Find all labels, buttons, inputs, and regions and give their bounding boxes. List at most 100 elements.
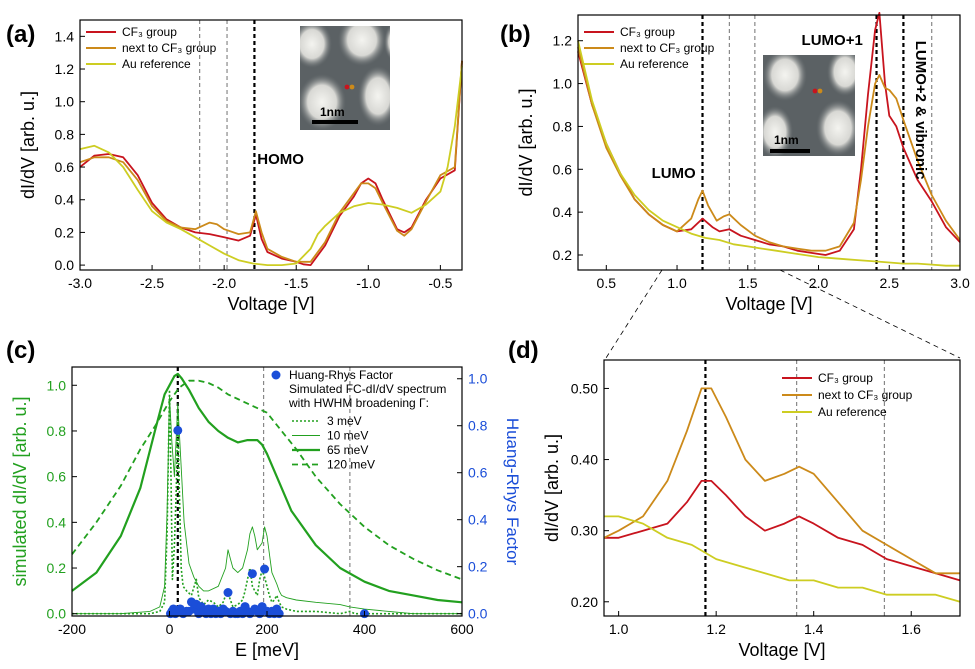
legend-title-line1: Simulated FC-dI/dV spectrum (289, 382, 446, 396)
y-tick-label: 0.8 (55, 126, 75, 142)
annotation-label: LUMO+2 & vibronic (912, 41, 929, 180)
scalebar-label-b: 1nm (774, 133, 799, 147)
x-tick-label: 600 (450, 621, 474, 637)
legend-label-next: next to CF₃ group (620, 41, 715, 55)
y-tick-label: 0.8 (553, 118, 573, 134)
y-tick-label: 0.2 (553, 247, 573, 263)
y-tick-label: 0.4 (553, 204, 573, 220)
legend-label-next: next to CF₃ group (122, 41, 217, 55)
annotation-label: LUMO (652, 165, 696, 182)
panel-label-b: (b) (500, 21, 531, 48)
legend-label-cf3: CF₃ group (818, 371, 873, 385)
y-tick-label: 1.0 (553, 76, 573, 92)
x-tick-label: 1.2 (706, 621, 726, 637)
legend-label-au: Au reference (122, 57, 191, 71)
y-tick-label: 0.8 (47, 423, 67, 439)
x-tick-label: 1.6 (901, 621, 921, 637)
y-tick-label: 0.2 (47, 560, 67, 576)
legend-label-au: Au reference (818, 405, 887, 419)
series-line-au (604, 515, 961, 603)
x-tick-label: 200 (255, 621, 279, 637)
chart-panel-d: 1.0 1.2 1.4 1.6 0.20 0.30 0.40 0.50 Voltage [V] d… (542, 359, 961, 660)
x-tick-label: 2.5 (880, 275, 900, 291)
series-line-cf3 (604, 479, 961, 582)
x-tick-label: 3.0 (950, 275, 970, 291)
y-right-tick-label: 0.8 (468, 418, 488, 434)
y-tick-label: 0.4 (47, 514, 67, 530)
y-tick-label: 1.0 (55, 94, 75, 110)
x-tick-label: 1.5 (738, 275, 758, 291)
x-tick-label: 2.0 (809, 275, 829, 291)
legend-title-line2: with HWHM broadening Γ: (288, 396, 429, 410)
series-line-au (577, 40, 960, 267)
y-right-tick-label: 0.4 (468, 512, 488, 528)
plot-frame (79, 19, 463, 271)
huang-rhys-point (173, 425, 183, 435)
y-tick-label: 0.20 (571, 594, 598, 610)
legend-label-gamma-1: 10 meV (327, 429, 368, 443)
series-line-next (577, 46, 961, 252)
x-axis-label: Voltage [V] (227, 294, 314, 314)
legend-label-huang-rhys: Huang-Rhys Factor (289, 368, 393, 382)
legend-label-cf3: CF₃ group (122, 25, 177, 39)
huang-rhys-point (247, 569, 257, 579)
y-tick-label: 0.6 (47, 469, 67, 485)
y-tick-label: 0.0 (47, 606, 67, 622)
x-tick-label: 0 (166, 621, 174, 637)
legend-marker-huang-rhys (271, 370, 281, 380)
x-axis-label: Voltage [V] (738, 640, 825, 660)
chart-panel-b: 0.5 1.0 1.5 2.0 2.5 3.0 0.2 0.4 0.6 0.8 1.0 1.2 Volt… (516, 11, 970, 314)
legend-label-gamma-0: 3 meV (327, 414, 362, 428)
y-right-tick-label: 0.2 (468, 559, 488, 575)
series-line-dashed (71, 379, 463, 581)
y-tick-label: 0.30 (571, 523, 598, 539)
x-tick-label: -3.0 (68, 275, 92, 291)
y-tick-label: 1.4 (55, 28, 75, 44)
y-tick-label: 1.2 (553, 33, 573, 49)
series-line-dotted (72, 388, 462, 615)
chart-panel-c: -200 0 200 400 6000.00.20.40.60.81.00.00.20.… (10, 366, 522, 660)
series-line-au (79, 65, 463, 267)
huang-rhys-point (260, 564, 270, 574)
panel-label-a: (a) (6, 21, 35, 48)
y-tick-label: 1.2 (55, 61, 75, 77)
zoom-connector-right (779, 269, 961, 359)
x-tick-label: -2.5 (140, 275, 164, 291)
x-tick-label: 400 (353, 621, 377, 637)
y-tick-label: 0.6 (55, 159, 75, 175)
y-right-tick-label: 0.0 (468, 606, 488, 622)
legend-label-au: Au reference (620, 57, 689, 71)
legend-label-cf3: CF₃ group (620, 25, 675, 39)
y-tick-label: 0.40 (571, 452, 598, 468)
y-tick-label: 0.4 (55, 192, 75, 208)
x-tick-label: -2.0 (212, 275, 236, 291)
y-right-tick-label: 0.6 (468, 465, 488, 481)
annotation-label: HOMO (257, 151, 304, 168)
y-axis-label: dI/dV [arb. u.] (542, 434, 562, 542)
x-tick-label: -1.0 (356, 275, 380, 291)
y-axis-label-right: Huang-Rhys Factor (503, 418, 522, 566)
x-tick-label: 0.5 (597, 275, 617, 291)
y-axis-label: dI/dV [arb. u.] (18, 91, 38, 199)
chart-panel-a: -3.0 -2.5 -2.0 -1.5 -1.0 -0.5 0.0 0.2 0.4 0.6 0.8 1… (18, 19, 463, 314)
y-tick-label: 0.50 (571, 380, 598, 396)
x-tick-label: -0.5 (428, 275, 452, 291)
x-tick-label: 1.0 (667, 275, 687, 291)
plot-frame (603, 359, 961, 617)
series-line-thin (72, 396, 462, 615)
scalebar-label-a: 1nm (320, 105, 345, 119)
series-line-next (603, 387, 960, 575)
x-axis-label: E [meV] (235, 640, 299, 660)
y-tick-label: 0.0 (55, 257, 75, 273)
huang-rhys-point (274, 609, 284, 619)
legend-label-next: next to CF₃ group (818, 388, 913, 402)
y-tick-label: 0.2 (55, 224, 75, 240)
x-tick-label: -200 (58, 621, 86, 637)
legend-label-gamma-2: 65 meV (327, 443, 368, 457)
y-tick-label: 1.0 (47, 377, 67, 393)
plot-frame (577, 14, 961, 271)
annotation-label: LUMO+1 (802, 32, 863, 49)
panel-label-d: (d) (508, 337, 539, 364)
y-tick-label: 0.6 (553, 161, 573, 177)
